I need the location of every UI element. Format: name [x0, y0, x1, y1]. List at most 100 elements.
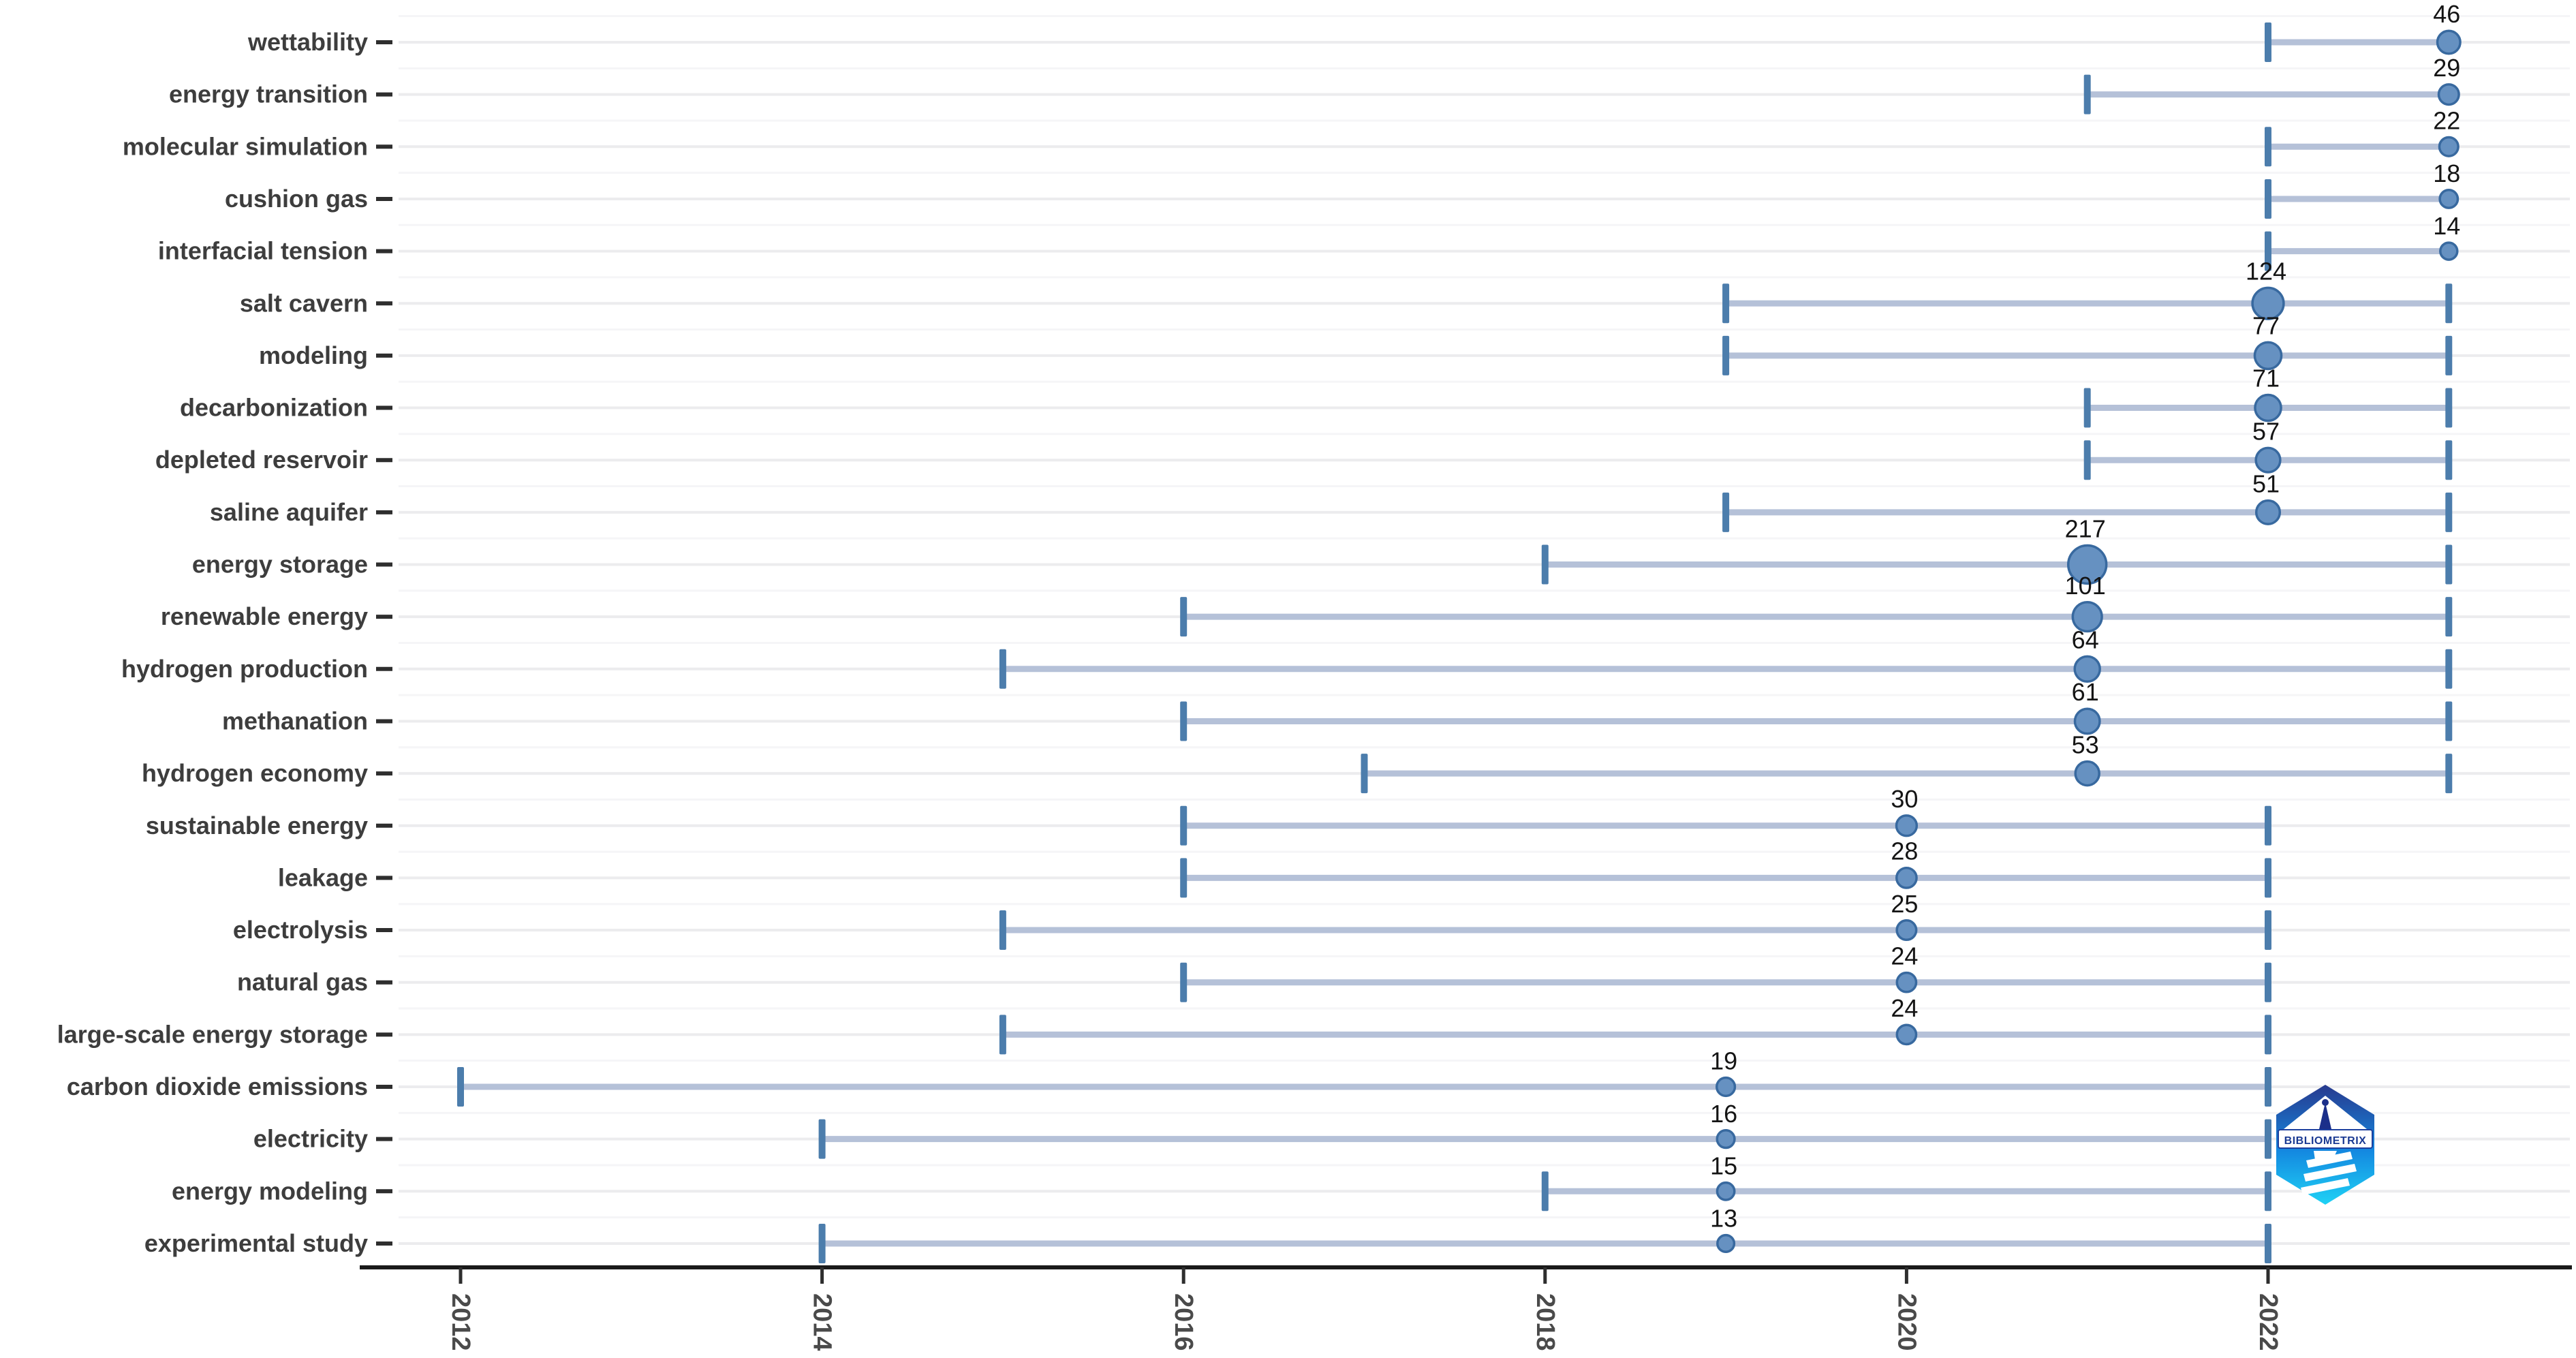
y-label-large-scale-energy-storage: large-scale energy storage	[57, 1020, 368, 1048]
y-label-natural-gas: natural gas	[237, 968, 368, 996]
topic-dot-depleted-reservoir[interactable]	[2254, 446, 2282, 474]
frequency-label: 14	[2433, 212, 2460, 240]
range-start-cap	[999, 649, 1006, 689]
y-label-salt-cavern: salt cavern	[240, 289, 368, 317]
topic-dot-decarbonization[interactable]	[2254, 393, 2282, 422]
topic-row-energy-storage: 217	[1541, 515, 2453, 585]
range-start-cap	[457, 1067, 464, 1107]
range-end-cap	[2265, 910, 2271, 951]
range-start-cap	[1541, 1171, 1549, 1212]
topic-row-methanation: 61	[1180, 678, 2453, 741]
topic-row-molecular-simulation: 22	[2265, 106, 2460, 167]
y-label-experimental-study: experimental study	[144, 1229, 368, 1257]
range-start-cap	[1722, 492, 1730, 532]
topic-row-natural-gas: 24	[1180, 942, 2271, 1002]
topic-dot-renewable-energy[interactable]	[2071, 601, 2103, 633]
frequency-label: 77	[2252, 311, 2280, 339]
topic-dot-experimental-study[interactable]	[1716, 1233, 1736, 1253]
y-label-depleted-reservoir: depleted reservoir	[155, 446, 368, 474]
topic-dot-methanation[interactable]	[2073, 707, 2101, 735]
frequency-label: 22	[2433, 106, 2460, 134]
range-end-cap	[2265, 1119, 2271, 1159]
topic-row-renewable-energy: 101	[1180, 572, 2453, 637]
range-start-cap	[1180, 962, 1188, 1002]
range-start-cap	[2083, 74, 2091, 114]
x-tick-label-2014: 2014	[808, 1293, 837, 1351]
topic-row-saline-aquifer: 51	[1722, 470, 2453, 532]
frequency-label: 51	[2252, 470, 2280, 498]
topic-dot-energy-modeling[interactable]	[1716, 1181, 1736, 1201]
topic-dot-carbon-dioxide-emissions[interactable]	[1716, 1076, 1737, 1098]
y-label-hydrogen-production: hydrogen production	[121, 655, 368, 683]
logo-banner-text: BIBLIOMETRIX	[2284, 1135, 2367, 1147]
frequency-label: 30	[1891, 785, 1918, 813]
topic-dot-wettability[interactable]	[2436, 29, 2462, 55]
range-end-cap	[2445, 701, 2453, 741]
logo-lighthouse-tip	[2319, 1102, 2331, 1129]
topic-dot-modeling[interactable]	[2253, 341, 2283, 371]
frequency-label: 57	[2252, 417, 2280, 445]
y-label-energy-modeling: energy modeling	[172, 1177, 368, 1205]
range-start-cap	[1180, 597, 1188, 637]
range-end-cap	[2265, 962, 2271, 1002]
range-start-cap	[818, 1119, 826, 1159]
topic-row-depleted-reservoir: 57	[2083, 417, 2453, 480]
range-end-cap	[2445, 440, 2453, 480]
topic-dot-electricity[interactable]	[1716, 1129, 1736, 1149]
range-end-cap	[2445, 597, 2453, 637]
topic-dot-interfacial-tension[interactable]	[2439, 241, 2459, 261]
x-tick-label-2020: 2020	[1892, 1293, 1921, 1351]
range-start-cap	[1722, 283, 1730, 324]
y-label-interfacial-tension: interfacial tension	[158, 237, 368, 265]
topic-dot-hydrogen-economy[interactable]	[2074, 760, 2100, 787]
topic-dot-energy-storage[interactable]	[2066, 544, 2108, 585]
logo-banner	[2278, 1129, 2373, 1149]
frequency-label: 16	[1710, 1100, 1737, 1128]
topic-dot-leakage[interactable]	[1895, 866, 1918, 889]
topic-row-salt-cavern: 124	[1722, 257, 2453, 324]
frequency-label: 61	[2072, 678, 2099, 706]
frequency-label: 71	[2252, 364, 2280, 392]
y-label-energy-transition: energy transition	[169, 80, 368, 108]
range-start-cap	[2265, 22, 2271, 62]
range-end-cap	[2265, 805, 2271, 846]
range-end-cap	[2265, 1067, 2271, 1107]
topic-dot-cushion-gas[interactable]	[2438, 189, 2459, 209]
topic-row-modeling: 77	[1722, 311, 2453, 375]
topic-dot-sustainable-energy[interactable]	[1895, 814, 1919, 837]
y-label-methanation: methanation	[222, 707, 368, 735]
range-start-cap	[1180, 858, 1188, 898]
y-label-hydrogen-economy: hydrogen economy	[142, 759, 368, 787]
topic-dot-energy-transition[interactable]	[2437, 83, 2460, 106]
topic-dot-electrolysis[interactable]	[1895, 919, 1918, 942]
topic-row-sustainable-energy: 30	[1180, 785, 2271, 846]
topic-dot-hydrogen-production[interactable]	[2073, 655, 2101, 683]
frequency-label: 13	[1710, 1205, 1737, 1233]
topic-row-electricity: 16	[818, 1100, 2271, 1159]
frequency-label: 24	[1891, 994, 1918, 1022]
topic-row-leakage: 28	[1180, 837, 2271, 898]
topic-dot-salt-cavern[interactable]	[2251, 286, 2285, 320]
y-label-modeling: modeling	[259, 341, 368, 369]
range-start-cap	[999, 1015, 1006, 1055]
range-start-cap	[818, 1223, 826, 1263]
y-label-cushion-gas: cushion gas	[225, 185, 368, 213]
range-start-cap	[2083, 440, 2091, 480]
topic-dot-large-scale-energy-storage[interactable]	[1895, 1023, 1918, 1046]
range-start-cap	[1180, 701, 1188, 741]
x-tick-label-2016: 2016	[1169, 1293, 1198, 1351]
topic-dot-saline-aquifer[interactable]	[2254, 499, 2282, 525]
topic-dot-molecular-simulation[interactable]	[2438, 136, 2459, 157]
range-end-cap	[2265, 1015, 2271, 1055]
topic-row-hydrogen-economy: 53	[1361, 731, 2453, 794]
frequency-label: 53	[2072, 731, 2099, 759]
topic-dot-natural-gas[interactable]	[1895, 971, 1918, 993]
frequency-label: 101	[2065, 572, 2106, 600]
x-tick-label-2012: 2012	[446, 1293, 475, 1351]
y-label-electricity: electricity	[253, 1125, 368, 1153]
topic-row-electrolysis: 25	[999, 890, 2271, 951]
y-axis-labels: wettability energy transition molecular si…	[57, 28, 392, 1257]
x-tick-label-2022: 2022	[2254, 1293, 2282, 1351]
